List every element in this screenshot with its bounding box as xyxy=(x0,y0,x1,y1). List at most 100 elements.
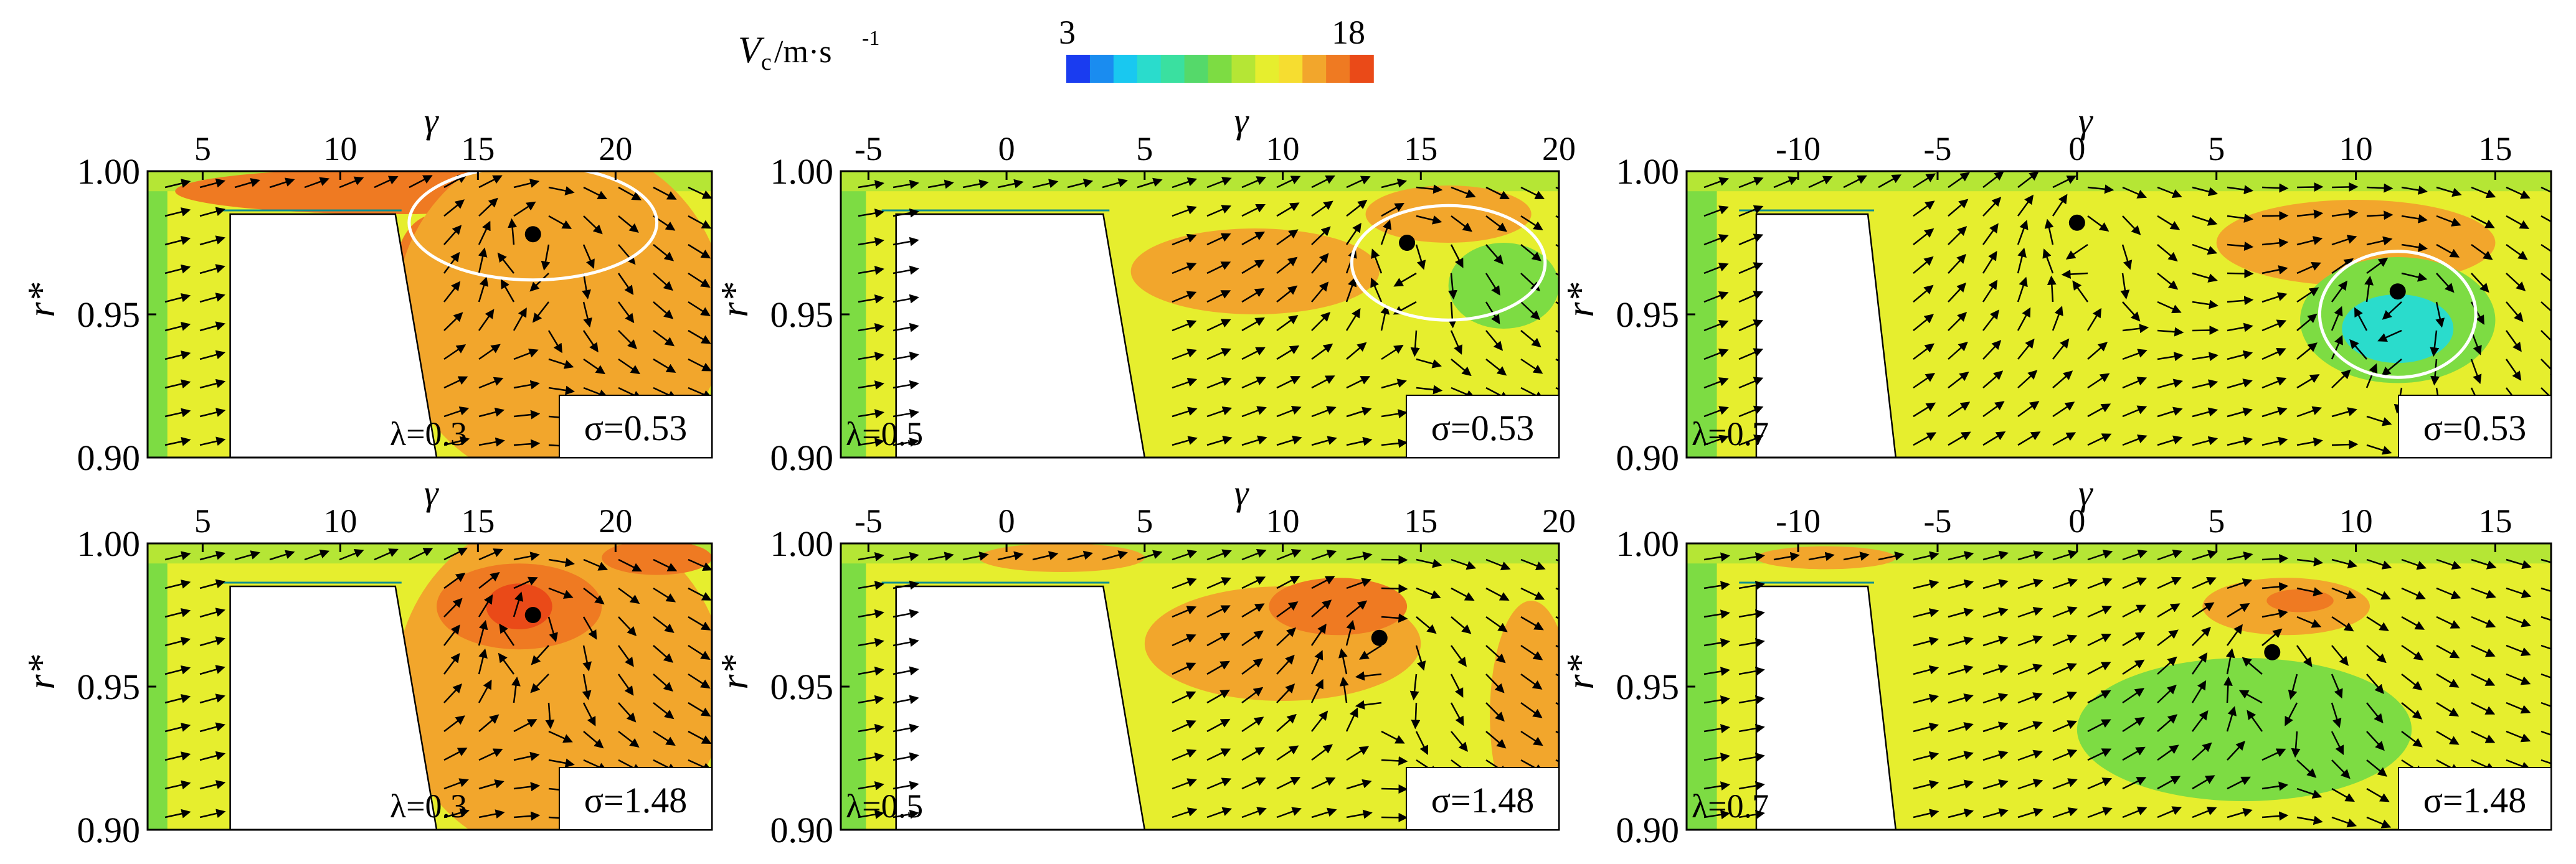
velocity-arrow xyxy=(1206,348,1231,360)
velocity-arrow xyxy=(199,378,226,389)
y-axis-label: r* xyxy=(714,655,756,689)
velocity-arrow xyxy=(199,608,225,618)
y-tick-label: 1.00 xyxy=(77,151,141,192)
velocity-arrow xyxy=(2122,301,2141,322)
velocity-arrow xyxy=(2052,432,2076,446)
velocity-arrow xyxy=(1276,229,1299,246)
velocity-arrow xyxy=(2436,702,2460,717)
velocity-arrow xyxy=(1346,406,1372,418)
velocity-arrow xyxy=(2506,702,2531,714)
velocity-arrow xyxy=(2506,558,2532,570)
y-axis-label: r* xyxy=(21,283,63,317)
x-tick-label: 5 xyxy=(194,502,211,540)
velocity-arrow xyxy=(1982,340,2002,360)
velocity-arrow xyxy=(548,215,572,229)
velocity-arrow xyxy=(541,244,551,271)
velocity-arrow xyxy=(1346,342,1367,360)
velocity-arrow xyxy=(2436,273,2455,293)
sigma-label: σ=1.48 xyxy=(2423,780,2526,820)
velocity-arrow xyxy=(858,438,884,448)
velocity-arrow xyxy=(1738,723,1765,733)
velocity-arrow xyxy=(2506,273,2526,291)
velocity-arrow xyxy=(2296,236,2323,246)
velocity-arrow xyxy=(199,722,225,733)
velocity-arrow xyxy=(2122,434,2147,446)
velocity-arrow xyxy=(1206,233,1231,246)
velocity-arrow xyxy=(2436,616,2461,629)
velocity-arrow xyxy=(2366,415,2392,426)
velocity-arrow xyxy=(2331,407,2357,418)
velocity-arrow xyxy=(1450,645,1467,667)
velocity-arrow xyxy=(2052,306,2063,331)
velocity-arrow xyxy=(164,580,191,589)
velocity-arrow xyxy=(2042,248,2054,274)
velocity-arrow xyxy=(1738,609,1765,619)
velocity-arrow xyxy=(2191,680,2207,703)
velocity-arrow xyxy=(1948,341,1968,360)
velocity-arrow xyxy=(2192,742,2212,761)
velocity-arrow xyxy=(2157,435,2183,446)
velocity-arrow xyxy=(478,377,504,389)
velocity-arrow xyxy=(688,702,711,717)
velocity-arrow xyxy=(1276,683,1295,703)
velocity-arrow xyxy=(2052,578,2078,589)
velocity-arrow xyxy=(2296,287,2319,303)
velocity-arrow xyxy=(688,243,711,259)
velocity-arrow xyxy=(618,215,639,233)
velocity-arrow xyxy=(2401,185,2428,195)
velocity-arrow xyxy=(2122,746,2146,761)
velocity-arrow xyxy=(2122,577,2147,589)
velocity-arrow xyxy=(1485,558,1511,571)
velocity-arrow xyxy=(1172,550,1198,561)
velocity-arrow xyxy=(583,215,603,235)
velocity-arrow xyxy=(1206,660,1230,675)
velocity-arrow xyxy=(1311,312,1331,331)
velocity-arrow xyxy=(1520,358,1543,374)
velocity-arrow xyxy=(1982,779,2009,790)
panels: 5 10 15 20 γ 1.00 0.95 0.90 r* λ=0.3 σ=0.53 -5 0 5 10 1… xyxy=(21,100,2552,850)
velocity-arrow xyxy=(2331,258,2354,275)
velocity-arrow xyxy=(1172,319,1197,332)
velocity-arrow xyxy=(1311,226,1331,245)
velocity-arrow xyxy=(1276,627,1297,646)
y-tick-label: 0.90 xyxy=(770,438,834,478)
velocity-arrow xyxy=(2261,748,2286,761)
velocity-arrow xyxy=(2087,662,2111,675)
y-tick-label: 0.95 xyxy=(1616,294,1680,335)
x-tick-label: 5 xyxy=(2208,502,2225,540)
x-tick-label: 5 xyxy=(1136,502,1153,540)
colorbar-swatch xyxy=(1113,55,1138,83)
vortex-boundary-contour xyxy=(2318,250,2478,379)
velocity-arrow xyxy=(2331,439,2359,449)
velocity-arrow xyxy=(1276,576,1300,589)
velocity-arrow xyxy=(1355,671,1382,681)
velocity-arrow xyxy=(653,301,674,319)
velocity-arrow xyxy=(2471,558,2497,570)
velocity-arrow xyxy=(443,251,460,274)
velocity-arrow xyxy=(858,322,884,332)
velocity-arrow xyxy=(498,652,515,675)
velocity-arrow xyxy=(2261,211,2289,221)
x-tick-label: 10 xyxy=(1266,130,1300,167)
velocity-arrow xyxy=(893,179,919,189)
velocity-arrow xyxy=(2471,243,2493,260)
velocity-arrow xyxy=(2017,431,2041,446)
velocity-arrow xyxy=(2506,301,2524,322)
velocity-arrow xyxy=(1346,176,1371,189)
velocity-arrow xyxy=(2192,550,2218,561)
velocity-arrow xyxy=(858,237,884,247)
velocity-arrow xyxy=(1913,256,1934,274)
velocity-arrow xyxy=(688,358,712,372)
velocity-arrow xyxy=(478,748,503,761)
velocity-arrow xyxy=(1982,607,2009,618)
blade-shape xyxy=(229,213,438,458)
velocity-arrow xyxy=(513,782,541,792)
velocity-arrow xyxy=(2331,280,2348,303)
velocity-arrow xyxy=(443,436,470,446)
velocity-arrow xyxy=(1381,203,1404,217)
velocity-arrow xyxy=(1241,232,1266,246)
velocity-arrow xyxy=(2296,262,2321,275)
velocity-arrow xyxy=(443,715,465,732)
velocity-arrow xyxy=(858,552,884,561)
x-tick-label: 20 xyxy=(599,502,632,540)
